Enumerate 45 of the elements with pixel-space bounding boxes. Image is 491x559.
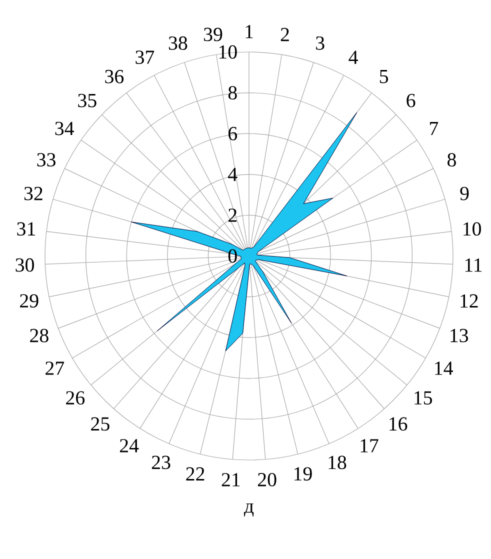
spoke-label: 15 [414,391,432,405]
spoke-label: 36 [105,70,124,84]
spoke-label: 7 [430,122,438,136]
spoke-label: 5 [380,70,388,84]
spoke-label: 32 [24,186,42,200]
spoke-label: 16 [390,417,408,431]
spoke-label: 2 [280,28,289,42]
spoke-label: 11 [465,258,482,272]
spoke-label: 24 [120,439,139,452]
spoke-label: 6 [406,94,416,108]
spoke-label: 14 [435,362,453,375]
y-tick-label: 2 [228,208,237,222]
spoke-label: 23 [152,456,170,470]
y-tick-label: 6 [228,126,238,140]
spoke-label: 21 [222,473,240,486]
spoke-label: 26 [66,391,85,405]
spoke-label: 1 [246,25,253,38]
spoke-label: 31 [17,222,35,236]
spoke-label: 27 [46,362,64,375]
spoke-label: 20 [258,472,276,486]
spoke-label: 25 [91,417,110,431]
spoke-label: 30 [16,258,34,272]
y-tick-label: 4 [228,168,238,181]
spoke-label: 9 [460,186,469,200]
spoke-label: 37 [136,50,154,64]
spoke-label: 28 [30,328,48,342]
spoke-label: 10 [464,222,481,236]
spoke-label: 12 [460,294,478,308]
spoke-label: 17 [360,439,378,452]
spoke-label: 19 [294,467,312,481]
spoke-label: 4 [348,50,358,64]
spoke-label: 18 [328,456,346,470]
spoke-label: 22 [186,467,204,480]
spoke-label: 35 [78,94,96,108]
spoke-label: 8 [448,153,456,167]
text: д [244,504,254,517]
y-tick-label: 10 [219,45,237,59]
spoke-label: 38 [168,36,188,50]
y-tick-label: 8 [228,86,237,100]
spoke-label: 33 [37,153,56,166]
spoke-label: 39 [204,28,222,42]
spoke-label: 29 [20,294,38,308]
spoke-label: 3 [316,36,324,50]
spoke-label: 13 [450,328,468,342]
spoke-label: 34 [55,122,74,136]
